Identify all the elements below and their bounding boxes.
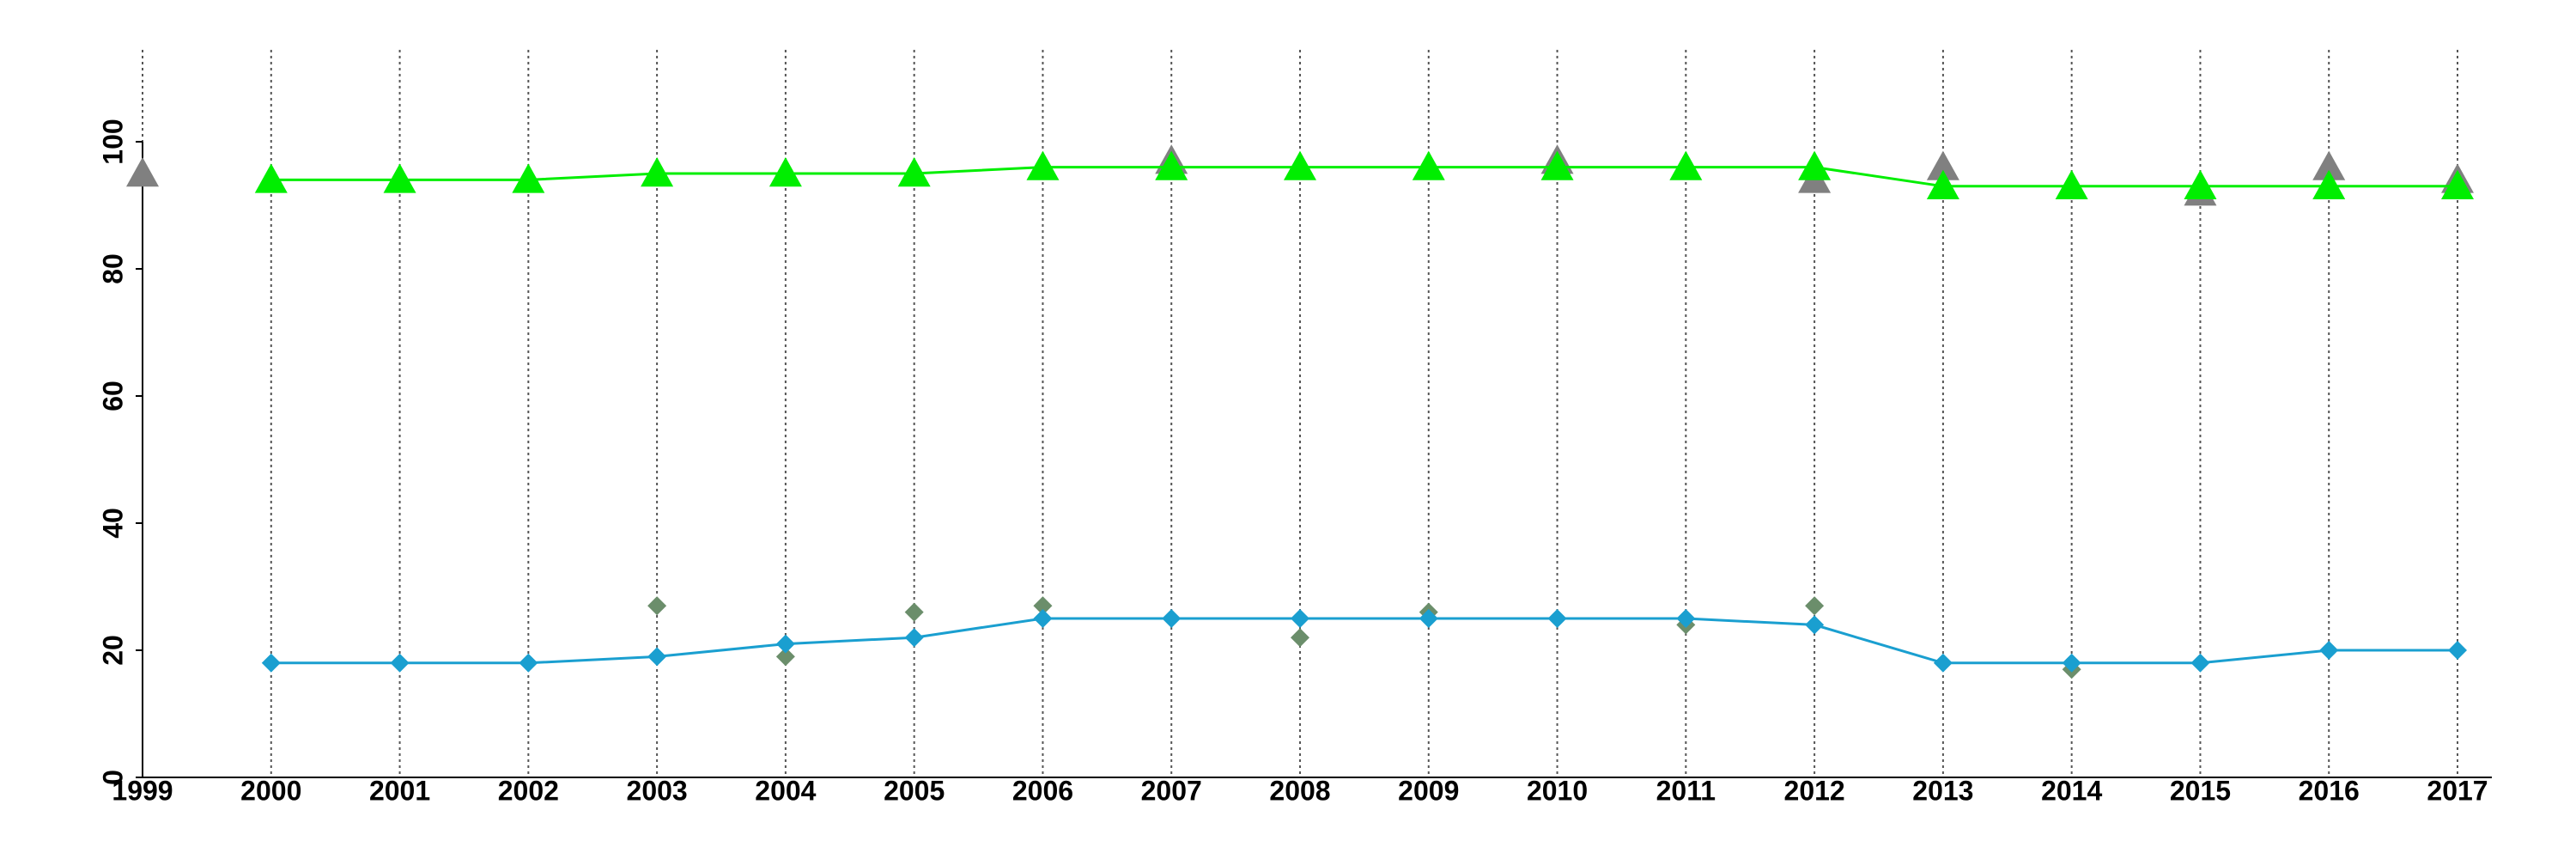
x-tick-label: 2005 bbox=[884, 775, 945, 806]
x-tick-label: 2000 bbox=[240, 775, 301, 806]
x-tick-label: 2004 bbox=[755, 775, 816, 806]
diamond-marker bbox=[1547, 609, 1567, 628]
x-tick-label: 2003 bbox=[627, 775, 688, 806]
diamond-marker bbox=[775, 647, 795, 667]
triangle-marker bbox=[2312, 169, 2346, 199]
triangle-marker bbox=[1669, 150, 1703, 180]
x-tick-label: 2014 bbox=[2041, 775, 2102, 806]
diamond-marker bbox=[1933, 653, 1953, 673]
triangle-marker bbox=[254, 163, 288, 193]
diamond-marker bbox=[2062, 653, 2081, 673]
diamond-marker bbox=[904, 602, 924, 622]
diamond-marker bbox=[1291, 609, 1309, 628]
triangle-marker bbox=[897, 157, 931, 187]
y-tick-label: 0 bbox=[97, 770, 128, 785]
y-tick-label: 80 bbox=[97, 253, 128, 284]
diamond-marker bbox=[1033, 596, 1053, 616]
triangle-marker bbox=[383, 163, 416, 193]
y-tick-label: 20 bbox=[97, 635, 128, 666]
y-tick-label: 100 bbox=[97, 119, 128, 164]
diamond-marker bbox=[1033, 609, 1053, 628]
x-tick-label: 2007 bbox=[1141, 775, 1202, 806]
triangle-marker bbox=[1798, 150, 1832, 180]
diamond-marker bbox=[1419, 609, 1438, 628]
triangle-marker bbox=[1926, 169, 1959, 199]
triangle-marker bbox=[2184, 169, 2217, 199]
x-tick-label: 2013 bbox=[1912, 775, 1973, 806]
triangle-marker bbox=[1926, 150, 1959, 180]
x-tick-label: 2012 bbox=[1784, 775, 1845, 806]
diamond-marker bbox=[1805, 615, 1825, 635]
diamond-marker bbox=[2319, 641, 2339, 660]
x-tick-label: 2015 bbox=[2170, 775, 2231, 806]
triangle-marker bbox=[2312, 150, 2346, 180]
x-tick-label: 2006 bbox=[1012, 775, 1073, 806]
triangle-marker bbox=[1284, 150, 1316, 180]
triangle-marker bbox=[1540, 150, 1574, 180]
diamond-marker bbox=[647, 647, 667, 667]
triangle-marker bbox=[512, 163, 545, 193]
series-line bbox=[270, 166, 2458, 188]
x-tick-label: 2002 bbox=[498, 775, 559, 806]
diamond-marker bbox=[2448, 641, 2467, 660]
y-tick-label: 60 bbox=[97, 381, 128, 411]
y-tick-label: 40 bbox=[97, 508, 128, 539]
diamond-marker bbox=[2190, 653, 2210, 673]
diamond-marker bbox=[390, 653, 410, 673]
triangle-marker bbox=[1026, 150, 1060, 180]
series-line bbox=[270, 617, 2458, 665]
x-tick-label: 2008 bbox=[1269, 775, 1330, 806]
x-tick-label: 2010 bbox=[1527, 775, 1588, 806]
triangle-marker bbox=[641, 157, 674, 187]
diamond-marker bbox=[1805, 596, 1825, 616]
triangle-marker bbox=[769, 157, 802, 187]
x-tick-label: 1999 bbox=[112, 775, 173, 806]
diamond-marker bbox=[904, 628, 924, 648]
x-tick-label: 2009 bbox=[1398, 775, 1459, 806]
triangle-marker bbox=[1155, 150, 1188, 180]
diamond-marker bbox=[261, 653, 281, 673]
diamond-marker bbox=[519, 653, 538, 673]
triangle-marker bbox=[2441, 169, 2474, 199]
triangle-marker bbox=[126, 157, 159, 187]
diamond-marker bbox=[775, 634, 795, 654]
triangle-marker bbox=[2055, 169, 2088, 199]
diamond-marker bbox=[1676, 609, 1696, 628]
x-tick-label: 2011 bbox=[1656, 775, 1716, 806]
triangle-marker bbox=[1412, 150, 1445, 180]
diamond-marker bbox=[647, 596, 667, 616]
x-tick-label: 2017 bbox=[2427, 775, 2488, 806]
x-tick-label: 2001 bbox=[369, 775, 430, 806]
diamond-marker bbox=[1291, 628, 1309, 648]
diamond-marker bbox=[1162, 609, 1182, 628]
x-tick-label: 2016 bbox=[2299, 775, 2360, 806]
